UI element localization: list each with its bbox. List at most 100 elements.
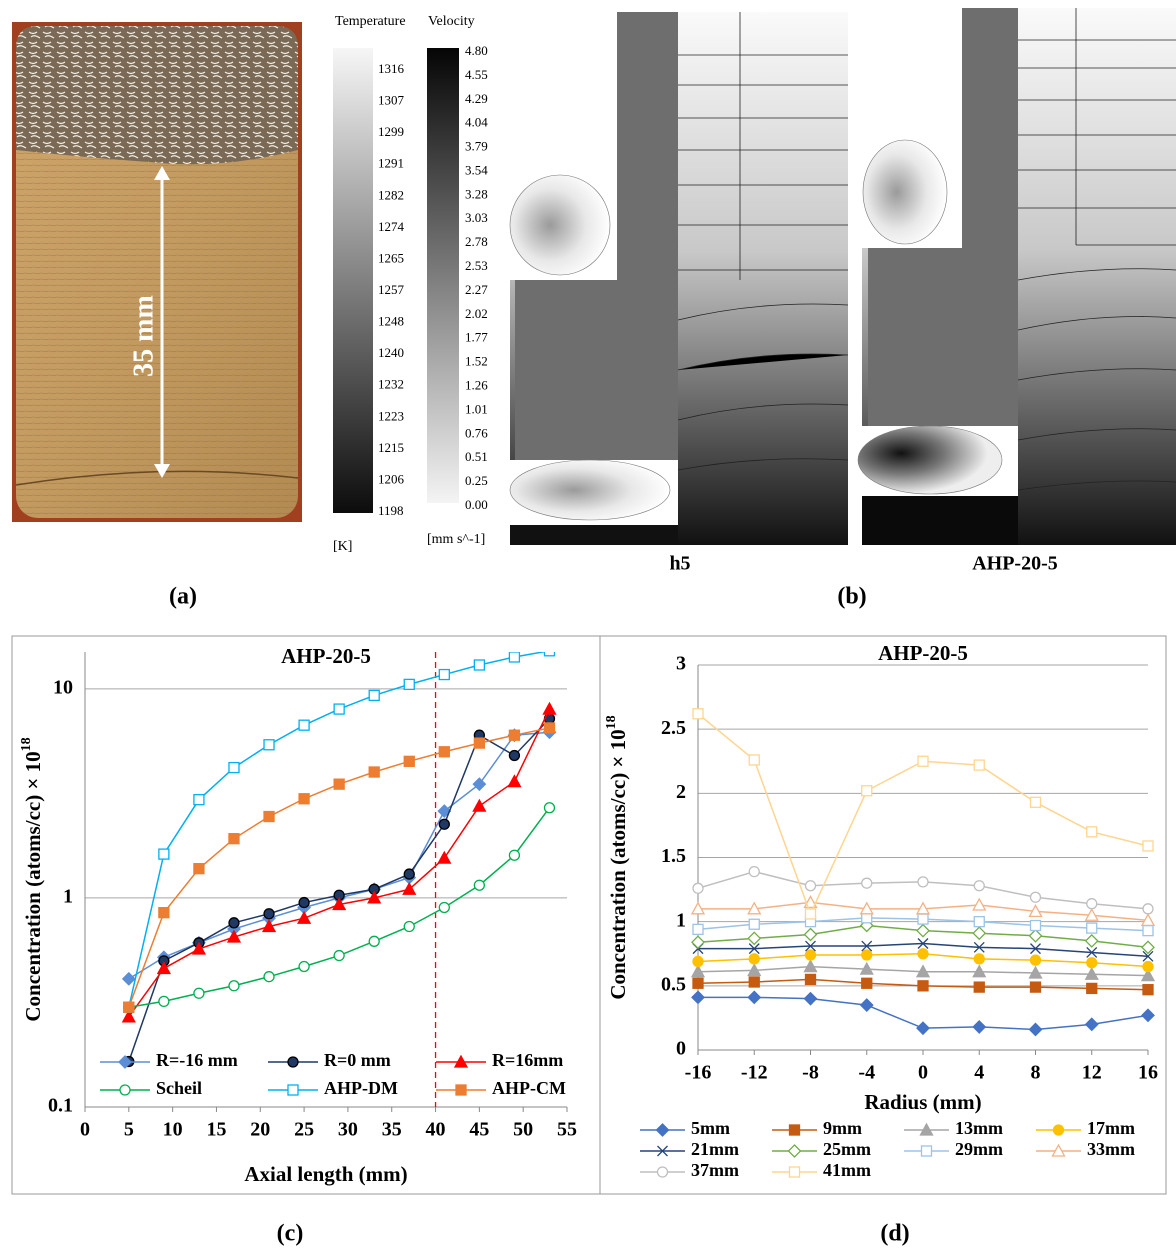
marker [368, 689, 380, 702]
x-tick-label: 30 [338, 1119, 358, 1141]
solid [862, 496, 1018, 545]
legend-label: 13mm [955, 1118, 1003, 1138]
marker [333, 949, 345, 962]
plot [121, 652, 557, 1068]
crucible [962, 8, 1018, 426]
chart-frame [599, 635, 1167, 1195]
marker [1028, 965, 1043, 979]
marker [1086, 898, 1098, 910]
marker [655, 1123, 670, 1137]
legend-label: R=-16 mm [156, 1050, 238, 1070]
marker [861, 785, 873, 797]
plot [690, 708, 1156, 1037]
x-tick-label: 12 [1082, 1062, 1102, 1084]
marker [972, 1019, 987, 1034]
x-tick-label: 8 [1031, 1062, 1041, 1084]
marker [367, 890, 382, 904]
marker [1084, 1017, 1099, 1032]
panel-label: (b) [837, 584, 866, 610]
colorbar-label: 1240 [378, 345, 404, 360]
marker [368, 935, 380, 947]
marker [296, 910, 312, 924]
colorbar-label: 1.52 [465, 354, 488, 369]
sim-label: h5 [669, 553, 690, 575]
marker [861, 877, 873, 889]
marker [437, 804, 452, 819]
marker [657, 1145, 668, 1157]
marker [917, 755, 929, 767]
x-tick-label: 15 [206, 1119, 226, 1141]
legend-label: 29mm [955, 1139, 1003, 1159]
x-tick-label: -8 [802, 1062, 819, 1084]
colorbar-label: 1265 [378, 250, 404, 265]
colorbar-label: 0.76 [465, 425, 488, 440]
marker [692, 955, 704, 968]
marker [473, 659, 486, 671]
marker [287, 1084, 299, 1096]
marker [193, 863, 205, 875]
marker [1029, 796, 1042, 808]
colorbar-label: 1223 [378, 408, 404, 423]
legend-label: 25mm [823, 1139, 871, 1159]
marker [261, 919, 277, 933]
marker [438, 818, 450, 830]
marker [861, 940, 873, 952]
marker [543, 802, 556, 814]
marker [263, 971, 275, 983]
y-tick-label: 1 [63, 886, 73, 908]
marker [158, 848, 170, 860]
marker [787, 1144, 802, 1158]
marker [1140, 913, 1156, 927]
colorbar-label: 1274 [378, 219, 405, 234]
marker [748, 918, 760, 930]
colorbar-unit: [K] [333, 539, 352, 554]
colorbar-label: 1.26 [465, 378, 488, 393]
marker [1029, 981, 1042, 993]
marker [748, 754, 760, 766]
marker [972, 926, 987, 941]
marker [747, 990, 762, 1005]
marker [973, 953, 985, 965]
marker [1028, 904, 1043, 918]
scale-label: 35 mm [128, 295, 159, 377]
marker [1142, 984, 1154, 996]
x-tick-label: -12 [741, 1062, 768, 1084]
marker [690, 901, 706, 915]
legend-label: Scheil [156, 1078, 202, 1098]
colorbar-label: 0.25 [465, 473, 488, 488]
marker [805, 940, 816, 952]
simulation-h5 [509, 12, 849, 545]
y-tick-label: 2 [676, 781, 686, 803]
marker [438, 668, 450, 681]
marker [917, 938, 929, 949]
crystal-zone [16, 26, 298, 165]
marker [298, 793, 310, 805]
marker [455, 1084, 467, 1096]
colorbar-label: 3.79 [465, 139, 488, 154]
marker [1142, 903, 1154, 915]
marker [656, 1166, 669, 1178]
colorbar-label: 1232 [378, 377, 404, 392]
marker [1086, 982, 1098, 995]
marker [1052, 1124, 1065, 1136]
marker [1086, 947, 1098, 958]
colorbar-label: 4.55 [465, 67, 488, 82]
solid [510, 525, 678, 545]
chart-title: AHP-20-5 [281, 644, 371, 668]
marker [228, 917, 240, 929]
marker [473, 879, 486, 891]
marker [508, 652, 521, 663]
marker [473, 737, 486, 749]
colorbar-label: 1291 [378, 156, 404, 171]
colorbar-label: 1206 [378, 471, 405, 486]
marker [691, 990, 705, 1005]
x-tick-label: 35 [382, 1119, 402, 1141]
marker [403, 868, 415, 880]
marker [804, 908, 817, 920]
colorbar-label: 2.02 [465, 306, 488, 321]
marker [1142, 840, 1154, 852]
marker [263, 810, 275, 823]
isotherms [1017, 8, 1176, 491]
colorbar-unit: [mm s^-1] [427, 532, 485, 547]
